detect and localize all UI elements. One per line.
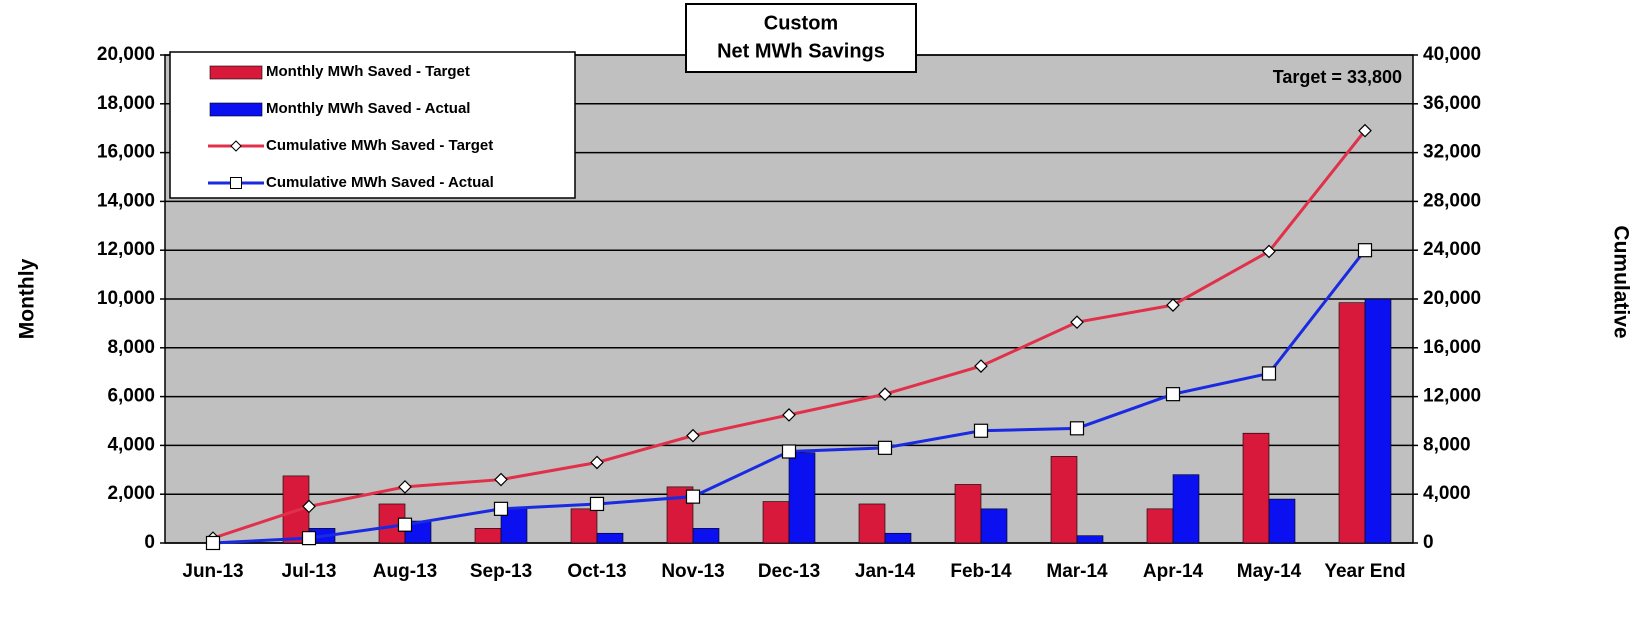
legend-label: Cumulative MWh Saved - Target [266, 137, 493, 154]
y2-tick-label: 0 [1423, 532, 1434, 553]
legend-marker [230, 140, 242, 152]
y-tick-label: 10,000 [97, 288, 155, 309]
x-tick-label: Jul-13 [282, 561, 337, 582]
marker [1261, 366, 1277, 381]
bar [1268, 498, 1296, 544]
bar [570, 508, 598, 544]
marker [685, 489, 701, 504]
x-tick-label: Nov-13 [661, 561, 724, 582]
y2-tick-label: 16,000 [1423, 337, 1481, 358]
marker [493, 501, 509, 516]
legend-label: Monthly MWh Saved - Actual [266, 100, 470, 117]
x-tick-label: Year End [1324, 561, 1405, 582]
y-tick-label: 12,000 [97, 239, 155, 260]
bar [1146, 508, 1174, 544]
bar [762, 501, 790, 544]
y2-tick-label: 8,000 [1423, 434, 1471, 455]
marker [1069, 421, 1085, 436]
bar [788, 452, 816, 544]
x-tick-label: Jan-14 [855, 561, 916, 582]
x-tick-label: Sep-13 [470, 561, 532, 582]
x-tick-label: Mar-14 [1046, 561, 1108, 582]
marker [973, 423, 989, 438]
marker [974, 359, 988, 373]
marker [397, 517, 413, 532]
x-tick-label: Apr-14 [1143, 561, 1204, 582]
y-tick-label: 16,000 [97, 142, 155, 163]
y2-tick-label: 24,000 [1423, 239, 1481, 260]
bar [1172, 474, 1200, 544]
chart-title: Custom [764, 12, 838, 34]
y2-axis-label: Cumulative [1609, 225, 1632, 338]
y2-tick-label: 20,000 [1423, 288, 1481, 309]
marker [590, 455, 604, 470]
marker [878, 387, 892, 402]
annotation: Target = 33,800 [1273, 67, 1402, 87]
marker [1357, 243, 1373, 258]
marker [1262, 244, 1276, 259]
marks [205, 123, 1392, 551]
bar [1364, 298, 1392, 544]
legend-label: Monthly MWh Saved - Target [266, 63, 470, 80]
y2-tick-label: 12,000 [1423, 386, 1481, 407]
marker [398, 480, 412, 494]
marker [1358, 123, 1372, 138]
bar [596, 532, 624, 544]
bar [1050, 456, 1078, 544]
y-tick-label: 8,000 [107, 337, 155, 358]
marker [686, 428, 700, 443]
x-tick-label: Oct-13 [567, 561, 626, 582]
marker [301, 531, 317, 546]
y2-tick-label: 32,000 [1423, 142, 1481, 163]
marker [1070, 315, 1084, 330]
y-tick-label: 0 [144, 532, 155, 553]
y-tick-label: 2,000 [107, 483, 155, 504]
bar [692, 528, 720, 544]
legend: Monthly MWh Saved - Target Monthly MWh Sa… [169, 51, 576, 199]
y-tick-label: 18,000 [97, 93, 155, 114]
y-tick-label: 6,000 [107, 386, 155, 407]
x-tick-label: Dec-13 [758, 561, 820, 582]
y-tick-label: 14,000 [97, 190, 155, 211]
y-axis-label: Monthly [16, 258, 39, 339]
legend-swatch [209, 65, 263, 80]
marker [494, 472, 508, 487]
y2-tick-label: 36,000 [1423, 93, 1481, 114]
chart-title: Net MWh Savings [717, 40, 885, 62]
bar [980, 508, 1008, 544]
y2-tick-label: 4,000 [1423, 483, 1471, 504]
bar [858, 503, 886, 544]
x-tick-label: May-14 [1237, 561, 1302, 582]
marker [781, 444, 797, 459]
x-tick-label: Aug-13 [373, 561, 437, 582]
y2-tick-label: 40,000 [1423, 44, 1481, 65]
y2-tick-label: 28,000 [1423, 190, 1481, 211]
y-tick-label: 20,000 [97, 44, 155, 65]
bar [1338, 302, 1366, 544]
title-box [685, 3, 917, 73]
bar [378, 503, 406, 544]
marker [1166, 298, 1180, 312]
y-tick-label: 4,000 [107, 434, 155, 455]
bar [954, 484, 982, 544]
marker [205, 535, 221, 551]
legend-label: Cumulative MWh Saved - Actual [266, 174, 494, 191]
x-tick-label: Jun-13 [182, 561, 243, 582]
bar [474, 528, 502, 544]
marker [877, 440, 893, 455]
marker [589, 496, 605, 512]
marker [302, 499, 316, 514]
marker [782, 408, 796, 422]
legend-marker [230, 177, 242, 189]
legend-swatch [209, 102, 263, 117]
bar [884, 532, 912, 544]
bar [1076, 535, 1104, 544]
x-tick-label: Feb-14 [950, 561, 1012, 582]
marker [1165, 387, 1181, 402]
bar [1242, 432, 1270, 544]
